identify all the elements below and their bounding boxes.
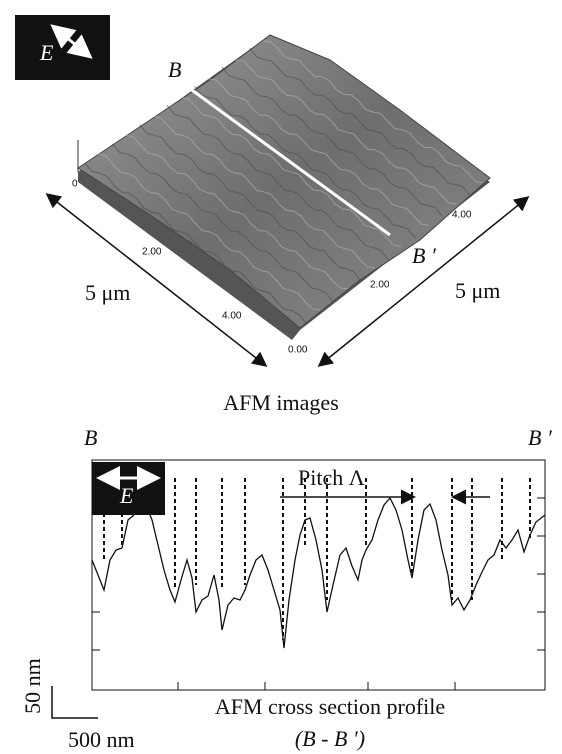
point-b: B [84, 425, 97, 450]
dimension-arrow [45, 193, 268, 367]
axis-tick-label: 2.00 [370, 280, 390, 291]
scale-bar [51, 686, 98, 719]
profile-curve [91, 496, 546, 649]
point-b-prime: B ′ [528, 425, 553, 450]
caption: AFM cross section profile [215, 694, 445, 719]
profile-frame [91, 459, 546, 691]
polarization-label: E [39, 40, 54, 65]
texture-line [249, 47, 470, 196]
polarization-label: E [119, 483, 134, 508]
pitch-label: Pitch Λ [298, 465, 365, 490]
pitch-markers [103, 478, 531, 640]
texture-line [263, 40, 484, 184]
axis-tick-label: 2.00 [142, 247, 162, 258]
point-b-prime: B ′ [412, 243, 437, 268]
point-b: B [168, 57, 181, 82]
dimension-label: 5 μm [85, 280, 130, 305]
frame-ticks [92, 497, 545, 690]
axis-tick-label: 4.00 [222, 311, 242, 322]
scale-horizontal: 500 nm [68, 727, 135, 752]
dimension-label: 5 μm [455, 278, 500, 303]
dimension-arrow [317, 196, 530, 367]
scale-vertical: 50 nm [20, 658, 45, 714]
caption-range: (B - B ′) [295, 726, 365, 751]
axis-tick-label: 0 [72, 179, 78, 190]
polarization-arrow [50, 24, 93, 59]
afm-surface [77, 34, 491, 329]
axis-tick-label: 4.00 [452, 210, 472, 221]
caption: AFM images [223, 390, 339, 415]
axis-tick-label: 0.00 [288, 345, 308, 356]
polarization-box [15, 15, 110, 80]
texture-line [221, 66, 443, 217]
texture-line [235, 59, 457, 205]
